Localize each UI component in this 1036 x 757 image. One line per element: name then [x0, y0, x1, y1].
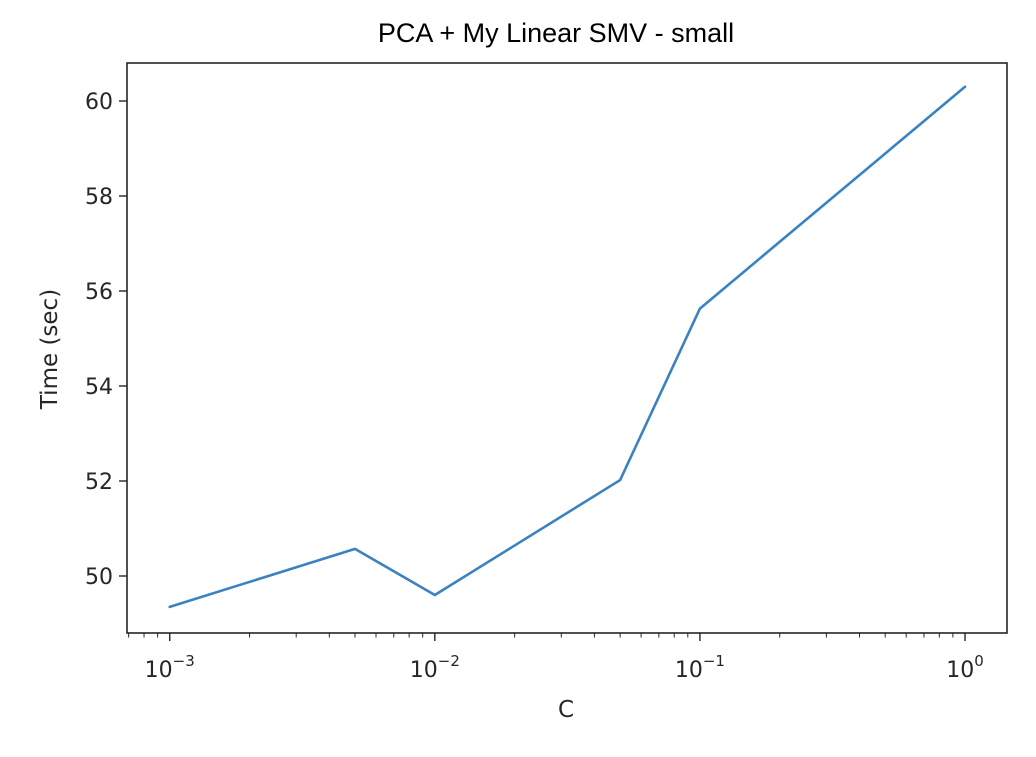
x-tick-label-base: 10: [145, 658, 173, 683]
x-tick-label-exponent: −1: [703, 652, 725, 670]
y-tick-label: 50: [85, 565, 113, 590]
x-axis-label: C: [558, 697, 574, 723]
x-axis: 10−3 10−2 10−1 100: [128, 633, 984, 683]
y-tick-label: 54: [85, 375, 113, 400]
x-tick-label: 10−2: [410, 652, 460, 683]
x-tick-label-base: 10: [946, 658, 974, 683]
x-tick-label-exponent: −2: [438, 652, 460, 670]
x-tick-label-exponent: 0: [974, 652, 984, 670]
x-tick-label: 10−1: [675, 652, 725, 683]
y-tick-label: 56: [85, 280, 113, 305]
y-tick-label: 58: [85, 185, 113, 210]
plot-area: [126, 62, 1008, 634]
x-tick-label-exponent: −3: [173, 652, 195, 670]
y-tick-label: 52: [85, 470, 113, 495]
y-tick-label: 60: [85, 90, 113, 115]
series-line: [168, 85, 967, 609]
plot-frame: [126, 62, 1008, 634]
y-axis-label: Time (sec): [37, 289, 63, 410]
x-tick-label-base: 10: [410, 658, 438, 683]
x-tick-label: 10−3: [145, 652, 195, 683]
chart-title: PCA + My Linear SMV - small: [378, 18, 734, 48]
x-tick-label: 100: [946, 652, 984, 683]
series-layer: [168, 85, 967, 609]
y-axis: 50 52 54 56 58 60: [85, 90, 127, 590]
x-tick-label-base: 10: [675, 658, 703, 683]
